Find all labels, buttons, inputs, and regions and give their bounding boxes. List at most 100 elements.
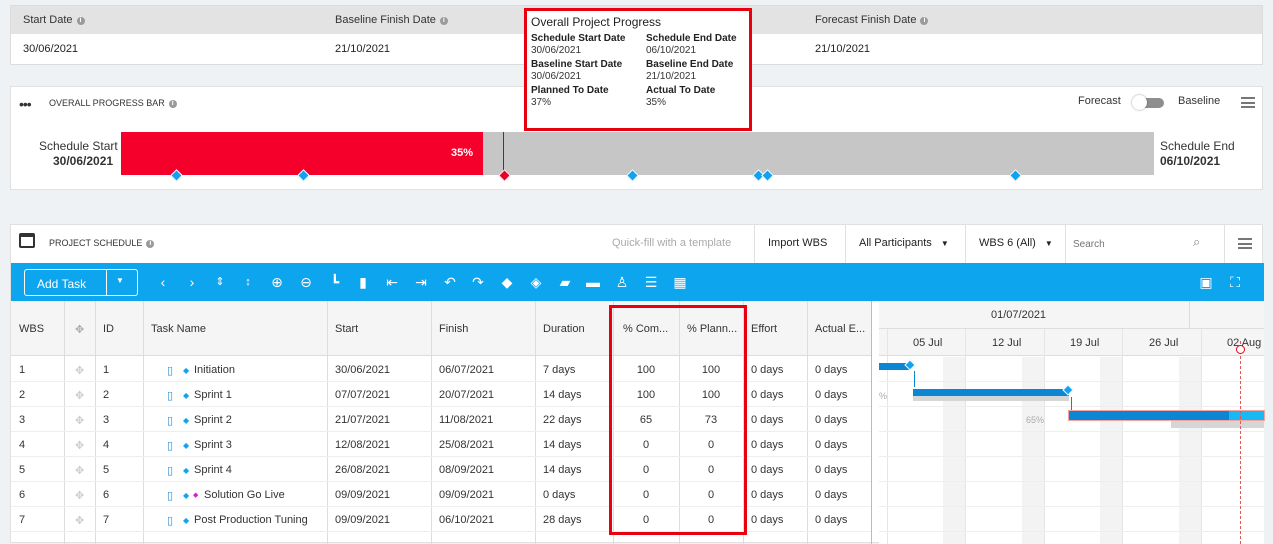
search-icon[interactable]: ⌕ [1193,234,1201,249]
table-row[interactable]: 2 ✥ 2 ▯ ◆ Sprint 1 07/07/2021 20/07/2021… [11,382,871,407]
table-row[interactable]: 3 ✥ 3 ▯ ◆ Sprint 2 21/07/2021 11/08/2021… [11,407,871,432]
drag-handle-icon[interactable]: ✥ [75,515,85,527]
pin-icon[interactable]: ♙ [615,274,629,290]
hierarchy-icon[interactable]: ┗ [330,274,340,290]
participants-dropdown[interactable]: All Participants ▼ [859,237,949,249]
drag-handle-icon[interactable]: ✥ [75,490,85,502]
cell-actual-effort: 0 days [815,389,848,401]
info-icon[interactable]: i [146,240,155,248]
undo-icon[interactable]: ↶ [444,274,456,290]
cell-effort: 0 days [751,364,784,376]
cell-task-name[interactable]: Sprint 4 [194,464,232,476]
outdent-icon[interactable]: ⇤ [386,274,398,290]
cell-task-name[interactable]: Initiation [194,364,235,376]
cell-start: 21/07/2021 [335,414,391,426]
column-header-start[interactable]: Start [335,323,359,335]
cell-task-name[interactable]: Sprint 3 [194,439,232,451]
column-header-actual-effort[interactable]: Actual E... [815,323,866,335]
cell-wbs: 5 [19,464,26,476]
bookmark-icon[interactable]: ▰ [559,274,571,290]
progress-title: OVERALL PROGRESS BAR i [49,98,177,108]
schedule-start-value: 30/06/2021 [53,154,114,168]
gantt-bar[interactable] [879,363,911,370]
cell-finish: 06/10/2021 [439,514,495,526]
document-icon[interactable]: ▯ [167,465,174,477]
menu-icon[interactable] [1238,238,1252,249]
save-icon[interactable]: ▣ [1199,274,1213,290]
drag-handle-icon[interactable]: ✥ [75,415,85,427]
drag-handle-icon[interactable]: ✥ [75,365,85,377]
add-task-button[interactable]: Add Task ▼ [24,269,138,296]
cell-finish: 20/07/2021 [439,389,495,401]
column-header-finish[interactable]: Finish [439,323,469,335]
redo-icon[interactable]: ↷ [472,274,484,290]
delete-icon[interactable]: ▮ [359,274,367,290]
document-icon[interactable]: ▯ [167,440,174,452]
column-header-planned[interactable]: % Plann... [687,323,738,335]
notes-icon[interactable]: ☰ [644,274,658,290]
cell-planned: 100 [701,389,721,401]
move-left-icon[interactable]: ‹ [160,274,166,290]
info-icon[interactable]: i [439,17,448,25]
cell-task-name[interactable]: Solution Go Live [204,489,285,501]
drag-handle-icon[interactable]: ✥ [75,390,85,402]
table-row[interactable]: 6 ✥ 6 ▯ ◆ ◆ Solution Go Live 09/09/2021 … [11,482,871,507]
table-row[interactable]: 1 ✥ 1 ▯ ◆ Initiation 30/06/2021 06/07/20… [11,357,871,382]
cell-effort: 0 days [751,489,784,501]
cell-task-name[interactable]: Post Production Tuning [194,514,308,526]
more-dots-icon[interactable]: ••• [19,96,32,112]
document-icon[interactable]: ▯ [167,390,174,402]
document-icon[interactable]: ▯ [167,515,174,527]
table-row[interactable]: 7 ✥ 7 ▯ ◆ Post Production Tuning 09/09/2… [11,507,871,532]
quickfill-template-link[interactable]: Quick-fill with a template [612,237,732,249]
collapse-icon[interactable]: ⇕ [215,276,225,288]
info-icon[interactable]: i [168,100,177,108]
task-diamond-icon: ◆ [183,416,190,425]
expand-icon[interactable]: ↕ [245,276,251,288]
cell-complete: 100 [636,364,656,376]
gantt-bar[interactable] [1069,411,1264,420]
gantt-week-label: 02 Aug [1227,337,1262,349]
drag-handle-icon[interactable]: ✥ [75,440,85,452]
drag-handle-icon[interactable]: ✥ [75,465,85,477]
column-header-effort[interactable]: Effort [751,323,778,335]
cell-start: 09/09/2021 [335,489,391,501]
info-icon[interactable]: i [76,17,85,25]
column-header-wbs[interactable]: WBS [19,323,45,335]
import-wbs-button[interactable]: Import WBS [768,237,828,249]
document-icon[interactable]: ▯ [167,490,174,502]
cell-planned: 0 [707,514,715,526]
zoom-out-icon[interactable]: ⊖ [300,274,312,290]
move-right-icon[interactable]: › [189,274,195,290]
cell-task-name[interactable]: Sprint 2 [194,414,232,426]
column-header-id[interactable]: ID [103,323,114,335]
document-icon[interactable]: ▯ [167,415,174,427]
table-row[interactable]: 4 ✥ 4 ▯ ◆ Sprint 3 12/08/2021 25/08/2021… [11,432,871,457]
cell-actual-effort: 0 days [815,464,848,476]
gantt-bar[interactable] [913,389,1069,396]
gantt-toolbar: Add Task ▼ ‹ › ⇕ ↕ ⊕ ⊖ ┗ ▮ ⇤ ⇥ ↶ ↷ ◆ ◈ ▰… [11,263,1264,301]
truck-icon[interactable]: ▬ [586,274,600,290]
fullscreen-icon[interactable]: ⛶ [1230,274,1240,290]
table-row[interactable]: 5 ✥ 5 ▯ ◆ Sprint 4 26/08/2021 08/09/2021… [11,457,871,482]
column-header-duration[interactable]: Duration [543,323,585,335]
info-icon[interactable]: i [920,17,929,25]
chevron-down-icon[interactable]: ▼ [116,276,124,285]
column-header-task-name[interactable]: Task Name [151,323,207,335]
milestone-link-icon[interactable]: ◈ [530,274,542,290]
zoom-in-icon[interactable]: ⊕ [271,274,283,290]
tooltip-label: Schedule Start Date [531,33,626,44]
forecast-baseline-toggle[interactable] [1132,95,1164,110]
wbs-dropdown[interactable]: WBS 6 (All) ▼ [979,237,1053,249]
baseline-label: Baseline [1178,95,1221,107]
milestone-icon[interactable]: ◆ [501,274,513,290]
search-input[interactable] [1073,233,1223,255]
menu-icon[interactable] [1241,97,1255,108]
baseline-finish-label: Baseline Finish Date i [335,14,448,26]
cell-wbs: 3 [19,414,26,426]
calendar-icon[interactable]: ▦ [673,274,687,290]
indent-icon[interactable]: ⇥ [415,274,427,290]
column-header-complete[interactable]: % Com... [623,323,669,335]
cell-task-name[interactable]: Sprint 1 [194,389,232,401]
document-icon[interactable]: ▯ [167,365,174,377]
